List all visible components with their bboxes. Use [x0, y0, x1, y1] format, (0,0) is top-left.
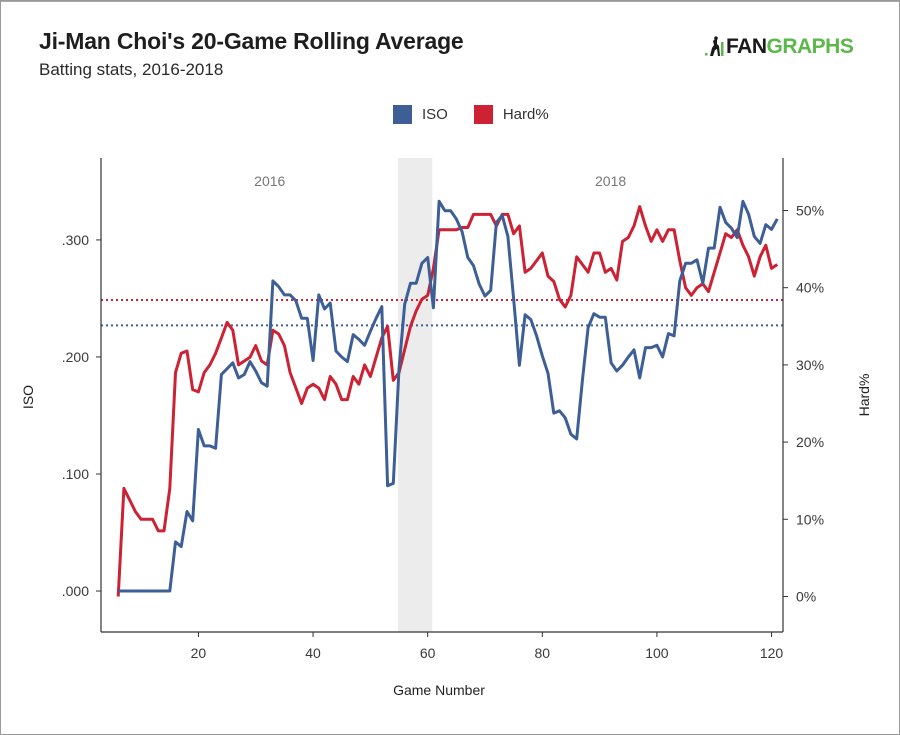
- chart-title: Ji-Man Choi's 20-Game Rolling Average: [39, 28, 464, 54]
- legend-item-hard: Hard%: [473, 105, 549, 124]
- legend-label-hard: Hard%: [502, 106, 549, 123]
- chart-subtitle: Batting stats, 2016-2018: [39, 60, 224, 79]
- y-left-tick-label: .000: [62, 583, 89, 599]
- y-right-tick-label: 40%: [796, 280, 824, 296]
- y-right-tick-label: 10%: [796, 511, 824, 527]
- x-tick-label: 60: [420, 645, 436, 661]
- legend-swatch-iso: [393, 105, 412, 124]
- season-label-2018: 2018: [595, 173, 626, 189]
- y-left-tick-label: .100: [62, 466, 89, 482]
- x-tick-label: 120: [760, 645, 784, 661]
- x-tick-label: 40: [305, 645, 321, 661]
- logo-text-fan: FAN: [726, 35, 767, 58]
- season-label-2016: 2016: [254, 173, 285, 189]
- frame-top-border: [0, 0, 900, 2]
- y-right-tick-label: 30%: [796, 357, 824, 373]
- y-right-tick-label: 20%: [796, 434, 824, 450]
- legend-item-iso: ISO: [393, 105, 448, 124]
- y-right-tick-label: 50%: [796, 202, 824, 218]
- series-points-iso: [118, 201, 778, 592]
- series-line-iso: [118, 199, 779, 593]
- y-left-tick-label: .200: [62, 349, 89, 365]
- series-line-hard: [116, 205, 779, 597]
- x-axis-title: Game Number: [393, 682, 485, 698]
- shaded-band-layer: [397, 158, 433, 632]
- y-right-axis-title: Hard%: [856, 374, 872, 417]
- axes-layer: [96, 158, 788, 637]
- legend-label-iso: ISO: [422, 106, 448, 123]
- y-right-tick-label: 0%: [796, 588, 816, 604]
- batter-logo-icon: [705, 36, 724, 56]
- x-tick-label: 20: [191, 645, 207, 661]
- x-tick-label: 100: [645, 645, 669, 661]
- shaded-season-gap: [397, 158, 433, 632]
- reference-lines-layer: [101, 299, 783, 327]
- y-left-tick-label: .300: [62, 232, 89, 248]
- labels-layer: 20 40 60 80 100 120 .000 .100 .200 .300 0% 10% 20% 30…: [20, 173, 872, 698]
- chart-legend: ISO Hard%: [393, 105, 575, 124]
- series-points-hard: [118, 206, 778, 597]
- y-left-axis-title: ISO: [20, 385, 36, 409]
- series-layer: [116, 199, 779, 597]
- legend-swatch-hard: [473, 105, 493, 124]
- x-tick-label: 80: [535, 645, 551, 661]
- logo-text-graphs: GRAPHS: [766, 35, 854, 58]
- fangraphs-logo: FAN GRAPHS: [705, 35, 854, 59]
